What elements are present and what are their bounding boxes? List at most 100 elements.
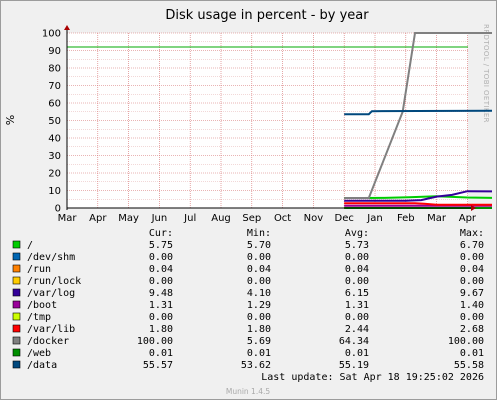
legend-name: /tmp	[27, 312, 51, 323]
y-tick-label: 30	[48, 151, 61, 162]
legend-cur: 0.00	[149, 312, 173, 323]
legend-header-avg: Avg:	[345, 228, 369, 239]
legend-avg: 64.34	[339, 336, 369, 347]
legend-header-max: Max:	[460, 228, 484, 239]
legend-min: 1.80	[247, 324, 271, 335]
legend-max: 0.00	[460, 276, 484, 287]
legend-max: 100.00	[448, 336, 484, 347]
legend-name: /var/log	[27, 288, 75, 299]
legend-cur: 0.04	[149, 264, 173, 275]
legend-max: 1.40	[460, 300, 484, 311]
y-axis-label: %	[4, 115, 17, 125]
y-tick-label: 100	[42, 29, 61, 40]
series-line	[344, 202, 492, 206]
munin-version: Munin 1.4.5	[226, 387, 271, 396]
legend-name: /run	[27, 264, 51, 275]
y-axis-arrow	[64, 25, 70, 30]
y-tick-label: 40	[48, 134, 61, 145]
legend-max: 0.00	[460, 252, 484, 263]
legend-avg: 5.73	[345, 240, 369, 251]
x-tick-label: Sep	[242, 213, 261, 224]
legend-table: Cur: Min: Avg: Max: / 5.75 5.70 5.73 6.70/de…	[12, 228, 484, 371]
legend-cur: 1.31	[149, 300, 173, 311]
legend-name: /docker	[27, 336, 69, 347]
legend-avg: 0.00	[345, 252, 369, 263]
legend-name: /dev/shm	[27, 252, 75, 263]
legend-avg: 2.44	[345, 324, 369, 335]
x-tick-label: Apr	[459, 213, 477, 224]
legend-min: 0.00	[247, 312, 271, 323]
last-update: Last update: Sat Apr 18 19:25:02 2026	[261, 372, 484, 383]
legend-max: 0.00	[460, 312, 484, 323]
x-axis-arrow	[471, 205, 476, 211]
legend-min: 1.29	[247, 300, 271, 311]
legend-min: 0.00	[247, 252, 271, 263]
y-tick-label: 10	[48, 186, 61, 197]
x-tick-label: May	[118, 213, 139, 224]
chart-title: Disk usage in percent - by year	[165, 8, 369, 23]
legend-swatch	[12, 336, 21, 345]
legend-name: /boot	[27, 300, 57, 311]
legend-max: 0.04	[460, 264, 484, 275]
x-tick-label: Feb	[397, 213, 415, 224]
legend-min: 5.70	[247, 240, 271, 251]
legend-avg: 6.15	[345, 288, 369, 299]
legend-swatch	[12, 264, 21, 273]
legend-swatch	[12, 300, 21, 309]
legend-name: /var/lib	[27, 324, 75, 335]
x-tick-label: Jan	[366, 213, 382, 224]
rrdtool-credit: RRDTOOL / TOBI OETIKER	[482, 24, 490, 123]
y-tick-label: 60	[48, 99, 61, 110]
legend-min: 53.62	[241, 360, 271, 371]
x-tick-label: Oct	[274, 213, 291, 224]
legend-avg: 0.01	[345, 348, 369, 359]
legend-swatch	[12, 276, 21, 285]
legend-cur: 1.80	[149, 324, 173, 335]
x-tick-label: Apr	[89, 213, 107, 224]
legend-max: 6.70	[460, 240, 484, 251]
legend-name: /web	[27, 348, 51, 359]
legend-cur: 55.57	[143, 360, 173, 371]
legend-cur: 9.48	[149, 288, 173, 299]
legend-swatch	[12, 288, 21, 297]
legend-cur: 0.01	[149, 348, 173, 359]
series-line	[344, 190, 493, 202]
y-tick-label: 20	[48, 169, 61, 180]
legend-cur: 100.00	[137, 336, 173, 347]
legend-max: 2.68	[460, 324, 484, 335]
y-tick-label: 80	[48, 64, 61, 75]
legend-swatch	[12, 252, 21, 261]
x-tick-label: Mar	[58, 213, 78, 224]
series-line	[344, 109, 493, 116]
grid-lines	[67, 32, 468, 208]
x-tick-label: Jul	[183, 213, 196, 224]
legend-swatch	[12, 240, 21, 249]
legend-avg: 0.04	[345, 264, 369, 275]
legend-min: 4.10	[247, 288, 271, 299]
legend-min: 0.04	[247, 264, 271, 275]
legend-min: 5.69	[247, 336, 271, 347]
legend-cur: 0.00	[149, 276, 173, 287]
x-tick-label: Nov	[304, 213, 324, 224]
legend-cur: 0.00	[149, 252, 173, 263]
y-tick-label: 0	[55, 204, 61, 215]
legend-max: 0.01	[460, 348, 484, 359]
y-tick-label: 50	[48, 116, 61, 127]
legend-name: /run/lock	[27, 276, 81, 287]
x-tick-label: Jun	[151, 213, 168, 224]
axes	[64, 25, 476, 211]
legend-avg: 0.00	[345, 276, 369, 287]
x-tick-label: Aug	[211, 213, 231, 224]
x-tick-labels: Mar Apr May Jun Jul Aug Sep Oct Nov Dec Jan Feb Mar A…	[58, 213, 477, 224]
y-tick-label: 90	[48, 46, 61, 57]
legend-name: /data	[27, 360, 57, 371]
legend-swatch	[12, 312, 21, 321]
legend-swatch	[12, 324, 21, 333]
x-tick-label: Mar	[427, 213, 447, 224]
legend-max: 9.67	[460, 288, 484, 299]
legend-avg: 55.19	[339, 360, 369, 371]
legend-swatch	[12, 348, 21, 357]
y-tick-labels: 0 10 20 30 40 50 60 70 80 90 100	[42, 29, 61, 215]
legend-cur: 5.75	[149, 240, 173, 251]
